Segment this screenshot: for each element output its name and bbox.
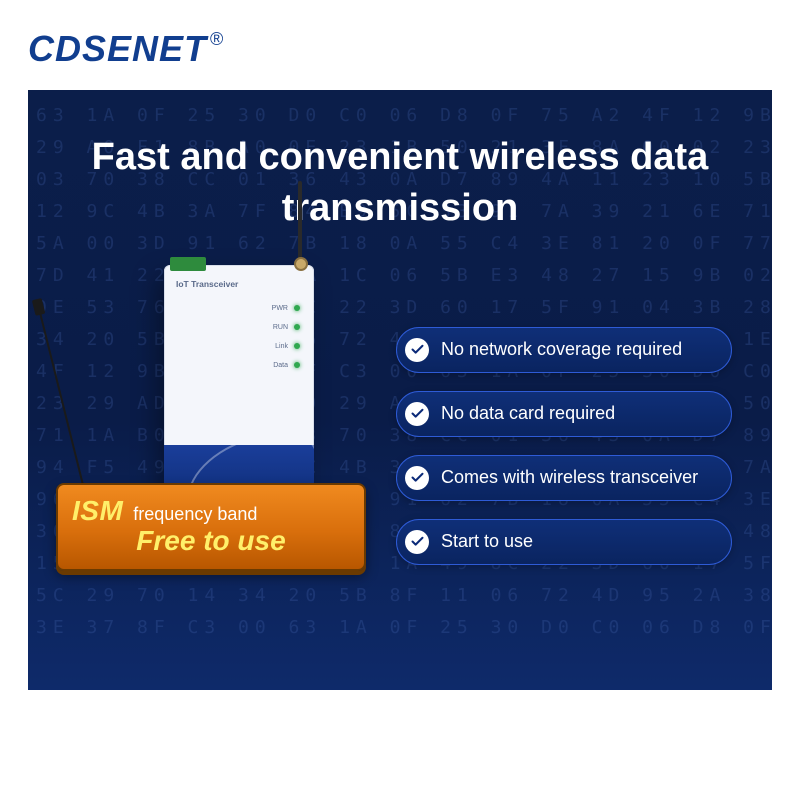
- led-row: Link: [275, 343, 300, 350]
- feature-text: No data card required: [441, 403, 615, 424]
- led-label: Data: [273, 362, 288, 369]
- brand-name: CDSENET: [28, 28, 207, 70]
- checkmark-icon: [405, 402, 429, 426]
- led-label: RUN: [273, 324, 288, 331]
- device-body: IoT Transceiver PWR RUN Link Data: [164, 265, 314, 513]
- ism-badge: ISM frequency band Free to use: [56, 483, 366, 571]
- led-label: Link: [275, 343, 288, 350]
- device-illustration: IoT Transceiver PWR RUN Link Data: [56, 271, 376, 571]
- led-dot-icon: [294, 343, 300, 349]
- ism-line-2: Free to use: [72, 525, 350, 557]
- device-label: IoT Transceiver: [176, 279, 238, 289]
- brand-logo: CDSENET ®: [28, 28, 772, 70]
- feature-text: Start to use: [441, 531, 533, 552]
- ism-line-1: ISM frequency band: [72, 495, 350, 527]
- checkmark-icon: [405, 338, 429, 362]
- feature-pill: No data card required: [396, 391, 732, 437]
- brand-registered-mark: ®: [210, 30, 223, 48]
- hero-panel: 63 1A 0F 25 30 D0 C0 06 D8 0F 75 A2 4F 1…: [28, 90, 772, 690]
- device-led-column: PWR RUN Link Data: [272, 305, 300, 369]
- sma-connector-icon: [294, 257, 308, 271]
- led-dot-icon: [294, 305, 300, 311]
- feature-list: No network coverage required No data car…: [396, 327, 732, 571]
- device-top-connectors: [170, 257, 308, 271]
- led-row: PWR: [272, 305, 300, 312]
- hero-columns: IoT Transceiver PWR RUN Link Data: [52, 271, 748, 571]
- feature-pill: Start to use: [396, 519, 732, 565]
- led-dot-icon: [294, 324, 300, 330]
- checkmark-icon: [405, 530, 429, 554]
- led-dot-icon: [294, 362, 300, 368]
- hero-content: Fast and convenient wireless data transm…: [28, 90, 772, 595]
- headline: Fast and convenient wireless data transm…: [80, 132, 720, 235]
- led-label: PWR: [272, 305, 288, 312]
- led-row: RUN: [273, 324, 300, 331]
- external-antenna-icon: [38, 306, 88, 501]
- ism-strong: ISM: [72, 495, 123, 527]
- feature-text: Comes with wireless transceiver: [441, 467, 698, 488]
- feature-pill: No network coverage required: [396, 327, 732, 373]
- device-antenna-icon: [298, 181, 302, 261]
- checkmark-icon: [405, 466, 429, 490]
- terminal-block-icon: [170, 257, 206, 271]
- ism-tail: frequency band: [133, 504, 257, 525]
- led-row: Data: [273, 362, 300, 369]
- product-infographic: CDSENET ® 63 1A 0F 25 30 D0 C0 06 D8 0F …: [0, 0, 800, 800]
- feature-text: No network coverage required: [441, 339, 682, 360]
- feature-pill: Comes with wireless transceiver: [396, 455, 732, 501]
